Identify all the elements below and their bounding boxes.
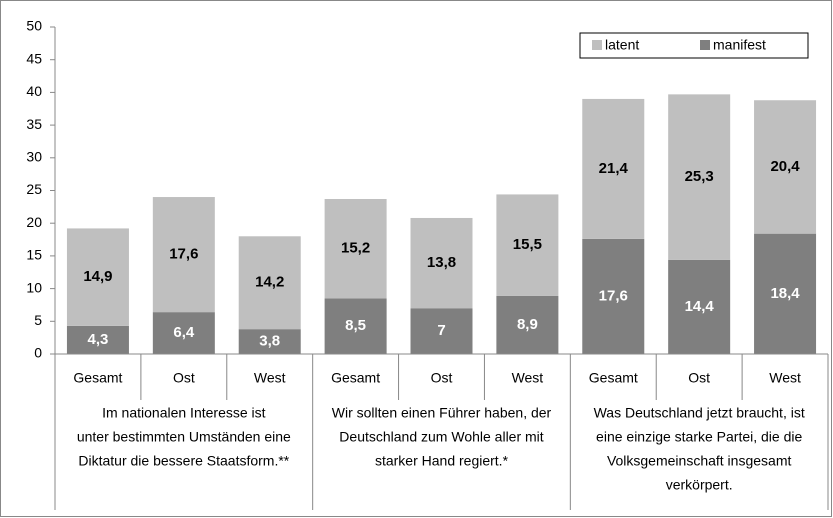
- group-label: Was Deutschland jetzt braucht, ist: [594, 405, 805, 421]
- bar-segment: [152, 197, 215, 313]
- legend-label: manifest: [713, 37, 766, 53]
- y-tick-label: 30: [26, 149, 42, 165]
- bar-segment: [754, 233, 817, 354]
- group-label: unter bestimmten Umständen eine: [77, 429, 291, 445]
- data-label: 7: [437, 322, 445, 339]
- group-label: verkörpert.: [666, 477, 733, 493]
- y-tick-label: 5: [34, 312, 42, 328]
- group-label: starker Hand regiert.*: [375, 453, 509, 469]
- legend-swatch: [700, 40, 710, 50]
- y-tick-label: 0: [34, 345, 42, 361]
- data-label: 8,5: [345, 317, 366, 334]
- legend-box: [579, 32, 809, 59]
- data-label: 6,4: [173, 324, 195, 341]
- bar-segment: [66, 228, 129, 326]
- x-tick-label: Ost: [431, 370, 453, 386]
- group-label: Volksgemeinschaft insgesamt: [607, 453, 792, 469]
- group-label: Wir sollten einen Führer haben, der: [332, 405, 552, 421]
- x-tick-label: West: [254, 370, 286, 386]
- x-tick-label: Gesamt: [73, 370, 122, 386]
- data-label: 17,6: [169, 246, 198, 263]
- bar-segment: [410, 217, 473, 309]
- data-label: 14,4: [685, 298, 715, 315]
- x-tick-label: Gesamt: [331, 370, 380, 386]
- bar-segment: [754, 100, 817, 234]
- data-label: 13,8: [427, 254, 456, 271]
- x-tick-label: West: [512, 370, 544, 386]
- data-label: 15,2: [341, 240, 370, 257]
- data-label: 25,3: [685, 168, 714, 185]
- y-tick-label: 10: [26, 279, 42, 295]
- y-tick-label: 45: [26, 50, 42, 66]
- y-tick-label: 25: [26, 181, 42, 197]
- y-tick-label: 40: [26, 83, 42, 99]
- x-tick-label: Ost: [688, 370, 710, 386]
- y-tick-label: 15: [26, 247, 42, 263]
- bar-segment: [66, 325, 129, 354]
- legend-label: latent: [605, 37, 639, 53]
- y-tick-label: 20: [26, 214, 42, 230]
- bar-segment: [582, 238, 645, 354]
- bar-segment: [496, 295, 559, 354]
- data-label: 14,2: [255, 274, 284, 291]
- data-label: 17,6: [599, 287, 628, 304]
- bar-segment: [496, 194, 559, 296]
- data-label: 4,3: [88, 331, 109, 348]
- bar-segment: [668, 94, 731, 260]
- data-label: 18,4: [770, 285, 800, 302]
- bar-segment: [152, 312, 215, 354]
- data-label: 3,8: [259, 333, 280, 350]
- group-label: eine einzige starke Partei, die die: [596, 429, 802, 445]
- group-label: Diktatur die bessere Staatsform.**: [78, 453, 289, 469]
- bar-segment: [238, 236, 301, 330]
- x-tick-label: West: [769, 370, 801, 386]
- data-label: 14,9: [83, 268, 112, 285]
- bar-segment: [582, 98, 645, 239]
- x-tick-label: Gesamt: [589, 370, 638, 386]
- y-tick-label: 35: [26, 116, 42, 132]
- data-label: 20,4: [770, 158, 800, 175]
- group-label: Deutschland zum Wohle aller mit: [339, 429, 543, 445]
- bar-segment: [324, 199, 387, 299]
- x-tick-label: Ost: [173, 370, 195, 386]
- y-tick-label: 50: [26, 18, 42, 34]
- data-label: 21,4: [599, 160, 629, 177]
- data-label: 8,9: [517, 316, 538, 333]
- bar-segment: [324, 298, 387, 354]
- group-label: Im nationalen Interesse ist: [102, 405, 266, 421]
- data-label: 15,5: [513, 236, 542, 253]
- legend-swatch: [592, 40, 602, 50]
- bar-segment: [410, 308, 473, 354]
- bar-segment: [238, 329, 301, 354]
- bar-segment: [668, 259, 731, 354]
